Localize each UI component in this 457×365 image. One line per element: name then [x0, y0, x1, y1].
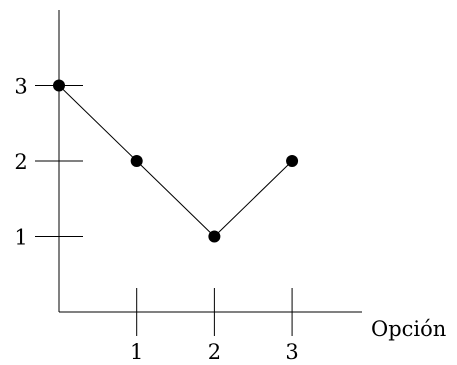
- x-tick-label: 1: [130, 340, 143, 364]
- x-tick-label: 2: [208, 340, 221, 364]
- data-point: [130, 155, 143, 167]
- data-point: [208, 230, 221, 243]
- y-ticks: 1 2 3: [14, 75, 83, 250]
- y-tick-label: 3: [14, 75, 27, 99]
- x-tick-label: 3: [285, 340, 298, 364]
- x-ticks: 1 2 3: [130, 288, 299, 364]
- x-axis-title: Opción: [371, 317, 446, 341]
- y-tick-label: 2: [14, 150, 27, 174]
- y-tick-label: 1: [14, 226, 27, 250]
- data-point: [286, 155, 299, 167]
- data-points: [53, 79, 299, 243]
- series-group: [58, 85, 293, 238]
- series-line: [58, 85, 293, 238]
- data-point: [53, 79, 65, 92]
- axes: [58, 10, 362, 313]
